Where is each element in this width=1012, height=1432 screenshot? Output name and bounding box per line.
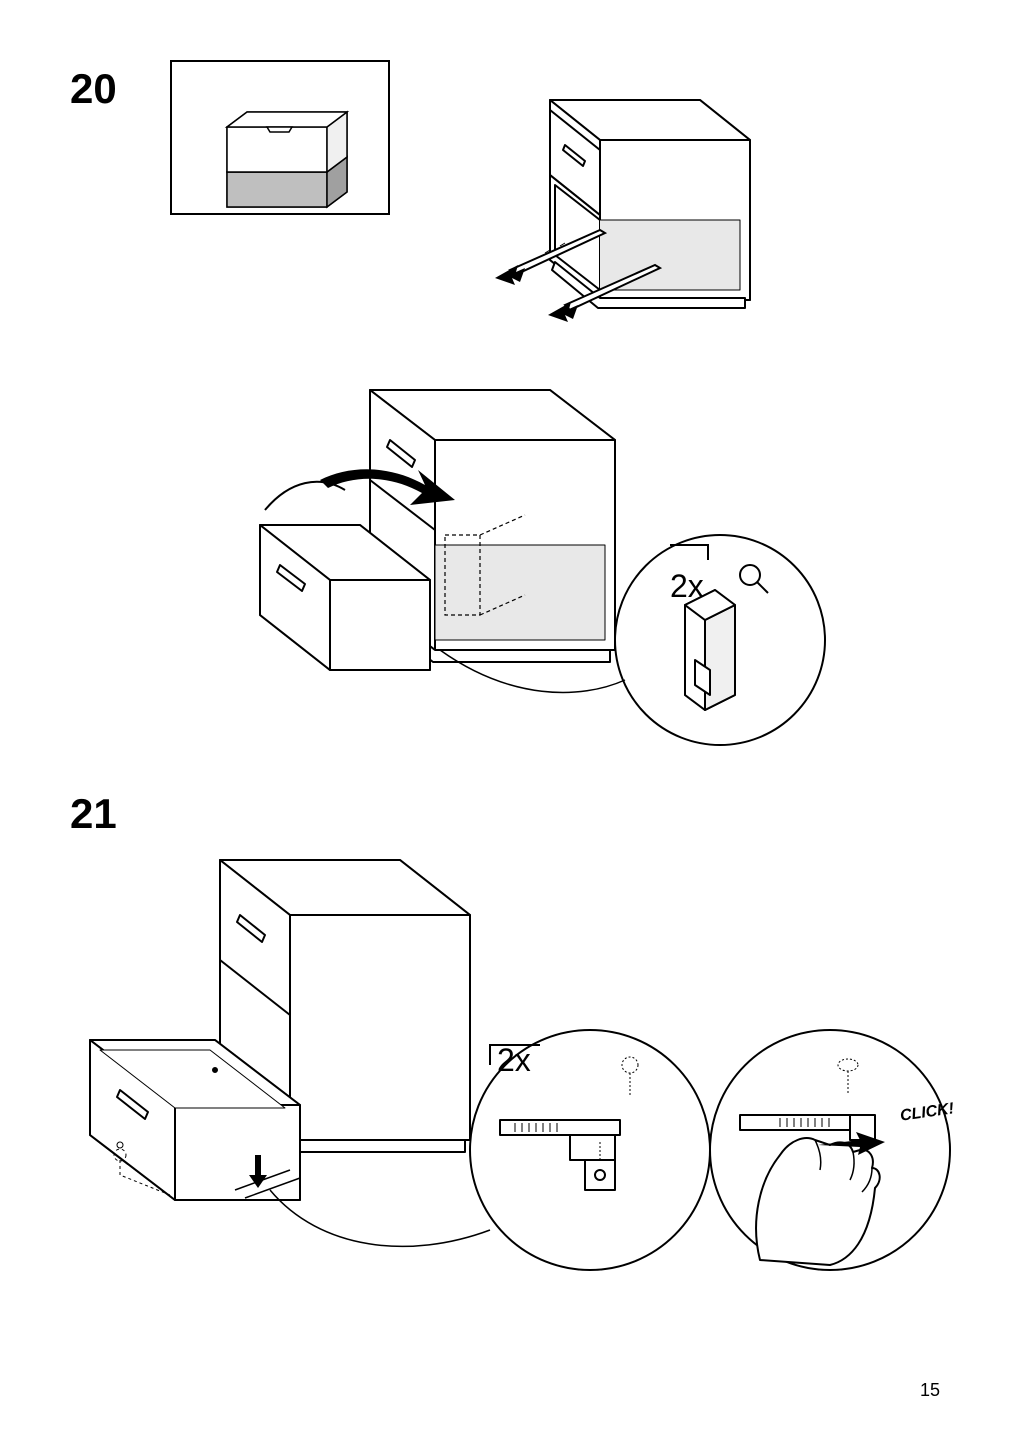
callout-2x-step20: 2x — [670, 568, 704, 605]
step-20-cabinet-top — [470, 70, 790, 350]
reference-inset-box — [170, 60, 390, 215]
step-20-cabinet-middle — [230, 370, 850, 790]
step-21-number: 21 — [70, 790, 117, 838]
page-number: 15 — [920, 1380, 940, 1401]
callout-2x-step21: 2x — [497, 1042, 531, 1079]
step-21-cabinet — [60, 840, 980, 1320]
reference-drawing — [172, 62, 392, 217]
step-20-number: 20 — [70, 65, 117, 113]
